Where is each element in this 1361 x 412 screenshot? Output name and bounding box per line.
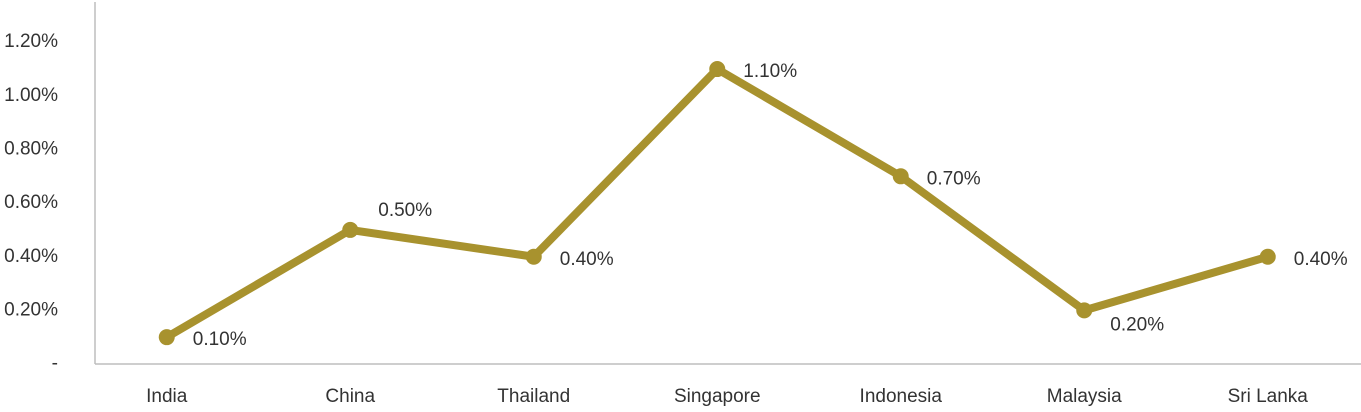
x-tick-label: Singapore	[674, 386, 761, 407]
data-point	[709, 61, 726, 78]
data-label: 0.70%	[927, 168, 981, 189]
y-tick-label: 0.40%	[4, 246, 58, 267]
y-tick-label: 1.20%	[4, 31, 58, 52]
x-tick-label: Malaysia	[1047, 386, 1122, 407]
x-tick-label: Indonesia	[860, 386, 943, 407]
x-tick-label: Sri Lanka	[1228, 386, 1309, 407]
data-point	[342, 221, 359, 238]
y-tick-label: 0.80%	[4, 138, 58, 159]
data-label: 1.10%	[743, 61, 797, 82]
x-tick-label: India	[146, 386, 188, 407]
y-tick-label: 0.20%	[4, 299, 58, 320]
data-point	[525, 248, 542, 265]
data-point	[892, 168, 909, 185]
data-label: 0.40%	[560, 249, 614, 270]
data-point	[158, 329, 175, 346]
data-label: 0.10%	[193, 329, 247, 350]
x-tick-label: Thailand	[497, 386, 570, 407]
data-label: 0.20%	[1110, 314, 1164, 335]
data-label: 0.40%	[1294, 249, 1348, 270]
x-tick-label: China	[325, 386, 375, 407]
y-tick-label: 1.00%	[4, 85, 58, 106]
data-label: 0.50%	[378, 200, 432, 221]
data-point	[1076, 302, 1093, 319]
data-point	[1259, 248, 1276, 265]
y-tick-label: -	[52, 353, 58, 374]
y-tick-label: 0.60%	[4, 192, 58, 213]
data-line	[164, 65, 1269, 341]
